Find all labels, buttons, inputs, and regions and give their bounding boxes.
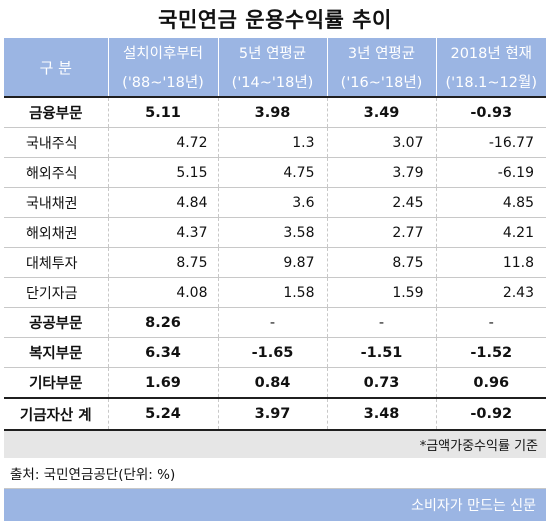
table-cell: -1.51 — [327, 338, 436, 368]
table-cell: 5.24 — [108, 398, 218, 430]
table-cell: 3.07 — [327, 128, 436, 158]
row-label: 복지부문 — [4, 338, 108, 368]
source-text: 출처: 국민연금공단(단위: %) — [4, 458, 546, 489]
table-cell: 4.75 — [218, 158, 327, 188]
table-cell: 0.73 — [327, 368, 436, 399]
table-cell: -6.19 — [436, 158, 546, 188]
header-row-1: 구 분 설치이후부터 5년 연평균 3년 연평균 2018년 현재 — [4, 38, 546, 67]
table-cell: 3.58 — [218, 218, 327, 248]
table-cell: 0.96 — [436, 368, 546, 399]
table-cell: 3.97 — [218, 398, 327, 430]
table-cell: 3.98 — [218, 97, 327, 128]
table-cell: 4.84 — [108, 188, 218, 218]
row-label: 기금자산 계 — [4, 398, 108, 430]
table-cell: 1.58 — [218, 278, 327, 308]
table-cell: 1.69 — [108, 368, 218, 399]
table-cell: 3.79 — [327, 158, 436, 188]
table-cell: -16.77 — [436, 128, 546, 158]
table-cell: - — [436, 308, 546, 338]
table-cell: 4.85 — [436, 188, 546, 218]
table-row: 국내채권 4.84 3.6 2.45 4.85 — [4, 188, 546, 218]
page-title: 국민연금 운용수익률 추이 — [0, 0, 550, 38]
header-col-2-line1: 5년 연평균 — [218, 38, 327, 67]
table-cell: 4.72 — [108, 128, 218, 158]
header-col-3-line2: ('16~'18년) — [327, 67, 436, 97]
table-cell: -1.65 — [218, 338, 327, 368]
header-col-1-line2: ('88~'18년) — [108, 67, 218, 97]
table-cell: 9.87 — [218, 248, 327, 278]
table-cell: 3.49 — [327, 97, 436, 128]
table-cell: 3.48 — [327, 398, 436, 430]
table-cell: 0.84 — [218, 368, 327, 399]
table-cell: -1.52 — [436, 338, 546, 368]
table-row: 금융부문 5.11 3.98 3.49 -0.93 — [4, 97, 546, 128]
table-row: 해외채권 4.37 3.58 2.77 4.21 — [4, 218, 546, 248]
row-label: 해외주식 — [4, 158, 108, 188]
row-label: 금융부문 — [4, 97, 108, 128]
header-col-4-line1: 2018년 현재 — [436, 38, 546, 67]
table-row: 국내주식 4.72 1.3 3.07 -16.77 — [4, 128, 546, 158]
row-label: 단기자금 — [4, 278, 108, 308]
brand-text: 소비자가 만드는 신문 — [4, 489, 546, 521]
header-col-1-line1: 설치이후부터 — [108, 38, 218, 67]
table-cell: 8.75 — [108, 248, 218, 278]
table-cell: 2.45 — [327, 188, 436, 218]
footnote-text: *금액가중수익률 기준 — [4, 430, 546, 458]
row-label: 국내주식 — [4, 128, 108, 158]
table-cell: -0.93 — [436, 97, 546, 128]
source-row: 출처: 국민연금공단(단위: %) — [4, 458, 546, 489]
table-row-total: 기금자산 계 5.24 3.97 3.48 -0.92 — [4, 398, 546, 430]
table-cell: 8.26 — [108, 308, 218, 338]
table-cell: -0.92 — [436, 398, 546, 430]
table-row: 공공부문 8.26 - - - — [4, 308, 546, 338]
table-cell: 4.08 — [108, 278, 218, 308]
table-cell: - — [218, 308, 327, 338]
footnote-row: *금액가중수익률 기준 — [4, 430, 546, 458]
table-cell: - — [327, 308, 436, 338]
table-cell: 2.77 — [327, 218, 436, 248]
row-label: 대체투자 — [4, 248, 108, 278]
returns-table: 구 분 설치이후부터 5년 연평균 3년 연평균 2018년 현재 ('88~'… — [4, 38, 546, 521]
table-cell: 1.59 — [327, 278, 436, 308]
table-row: 해외주식 5.15 4.75 3.79 -6.19 — [4, 158, 546, 188]
table-row: 대체투자 8.75 9.87 8.75 11.8 — [4, 248, 546, 278]
header-col-4-line2: ('18.1~12월) — [436, 67, 546, 97]
table-cell: 3.6 — [218, 188, 327, 218]
row-label: 국내채권 — [4, 188, 108, 218]
table-cell: 6.34 — [108, 338, 218, 368]
row-label: 해외채권 — [4, 218, 108, 248]
table-cell: 5.11 — [108, 97, 218, 128]
table-row: 복지부문 6.34 -1.65 -1.51 -1.52 — [4, 338, 546, 368]
row-label: 기타부문 — [4, 368, 108, 399]
table-row: 단기자금 4.08 1.58 1.59 2.43 — [4, 278, 546, 308]
header-col-3-line1: 3년 연평균 — [327, 38, 436, 67]
header-gubun: 구 분 — [4, 38, 108, 97]
table-cell: 4.37 — [108, 218, 218, 248]
table-cell: 1.3 — [218, 128, 327, 158]
table-cell: 11.8 — [436, 248, 546, 278]
brand-row: 소비자가 만드는 신문 — [4, 489, 546, 521]
table-cell: 4.21 — [436, 218, 546, 248]
table-row: 기타부문 1.69 0.84 0.73 0.96 — [4, 368, 546, 399]
table-cell: 5.15 — [108, 158, 218, 188]
table-cell: 2.43 — [436, 278, 546, 308]
table-cell: 8.75 — [327, 248, 436, 278]
row-label: 공공부문 — [4, 308, 108, 338]
header-col-2-line2: ('14~'18년) — [218, 67, 327, 97]
